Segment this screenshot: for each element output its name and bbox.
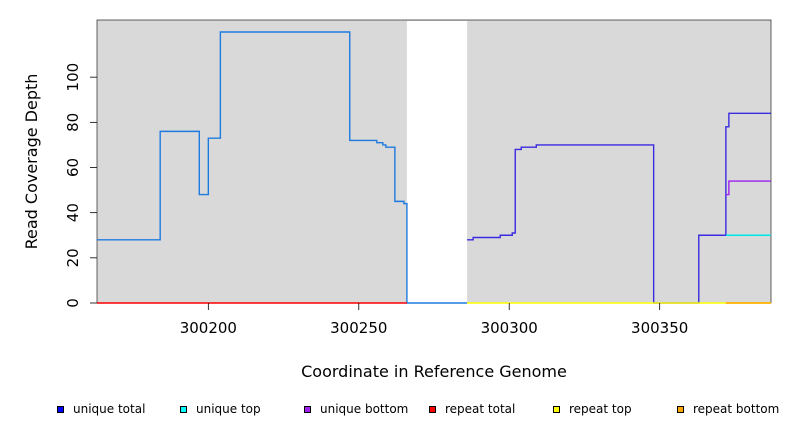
x-tick-label: 300300 xyxy=(481,319,538,337)
y-axis-label: Read Coverage Depth xyxy=(22,74,41,250)
legend-item-repeat-bottom: repeat bottom xyxy=(677,401,779,417)
series-line-unique-total xyxy=(97,31,468,304)
legend-swatch xyxy=(677,405,684,413)
legend-label: repeat top xyxy=(569,402,632,416)
legend-swatch xyxy=(57,405,64,413)
axis-layer: 0 20 40 60 80 100 300200 300250 300300 300350 xyxy=(64,63,688,337)
legend: unique total unique top unique bottom re… xyxy=(0,401,792,417)
legend-swatch xyxy=(429,405,436,413)
legend-item-unique-bottom: unique bottom xyxy=(304,401,408,417)
legend-label: unique bottom xyxy=(320,402,409,416)
unmasked-region xyxy=(406,21,468,303)
legend-label: unique total xyxy=(73,402,146,416)
y-tick-label: 20 xyxy=(64,248,82,267)
y-tick-label: 80 xyxy=(64,113,82,132)
legend-item-repeat-top: repeat top xyxy=(553,401,632,417)
y-tick-label: 100 xyxy=(64,63,82,92)
series-layer xyxy=(97,31,771,304)
legend-label: unique top xyxy=(196,402,261,416)
legend-swatch xyxy=(304,405,311,413)
legend-swatch xyxy=(180,405,187,413)
x-tick-label: 300200 xyxy=(180,319,237,337)
series-line-unique-total xyxy=(467,112,771,304)
y-tick-label: 40 xyxy=(64,203,82,222)
legend-item-unique-total: unique total xyxy=(57,401,145,417)
y-tick-label: 0 xyxy=(64,298,82,308)
x-tick-label: 300350 xyxy=(631,319,688,337)
legend-swatch xyxy=(553,405,560,413)
x-axis-label: Coordinate in Reference Genome xyxy=(301,362,567,381)
x-tick-label: 300250 xyxy=(330,319,387,337)
legend-item-repeat-total: repeat total xyxy=(429,401,515,417)
series-line-unique-bottom xyxy=(725,180,771,196)
legend-item-unique-top: unique top xyxy=(180,401,261,417)
legend-label: repeat total xyxy=(445,402,516,416)
y-tick-label: 60 xyxy=(64,158,82,177)
legend-label: repeat bottom xyxy=(693,402,780,416)
